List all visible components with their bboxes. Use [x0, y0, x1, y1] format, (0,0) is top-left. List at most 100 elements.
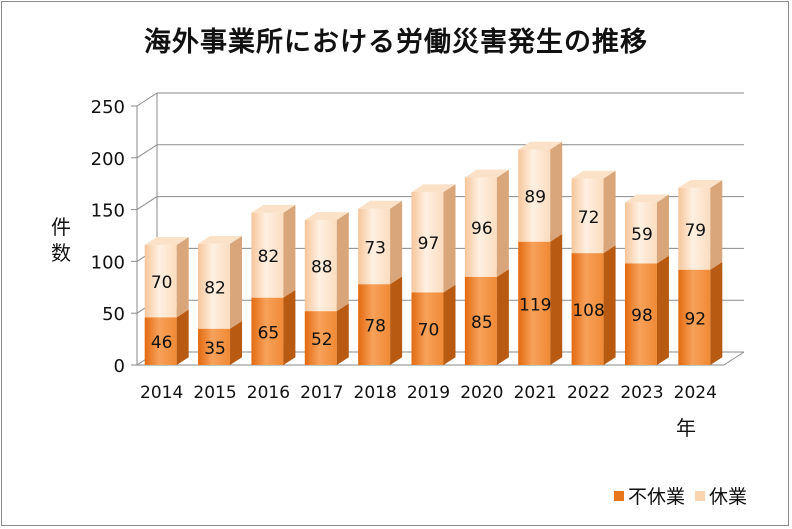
- bar-leave-side: [230, 235, 243, 329]
- y-tick-label: 100: [91, 252, 125, 273]
- data-label-leave: 70: [151, 273, 173, 293]
- x-tick-label: 2019: [407, 383, 450, 403]
- chart-title: 海外事業所における労働災害発生の推移: [144, 27, 648, 58]
- data-label-nonleave: 98: [631, 306, 653, 326]
- legend-label-nonleave: 不休業: [628, 486, 686, 508]
- bar-leave-side: [443, 184, 456, 293]
- legend-item-leave: 休業: [695, 482, 747, 509]
- bar-nonleave-front: [624, 263, 657, 365]
- bar-nonleave-front: [358, 284, 391, 365]
- bar-nonleave-front: [198, 328, 231, 365]
- bar-nonleave-side: [710, 261, 723, 365]
- data-label-leave: 82: [258, 247, 280, 267]
- gridline-side: [136, 92, 158, 107]
- bar-leave-side: [176, 237, 189, 318]
- bar-leave-front: [678, 187, 711, 270]
- bar-leave-front: [411, 191, 444, 293]
- legend-item-nonleave: 不休業: [614, 482, 685, 509]
- data-label-nonleave: 78: [364, 317, 386, 337]
- bar-nonleave-front: [251, 297, 284, 365]
- bar-leave-front: [144, 244, 177, 318]
- bar-nonleave-side: [336, 303, 349, 365]
- data-label-nonleave: 65: [258, 323, 280, 343]
- bar-leave-top: [358, 200, 403, 209]
- bar-nonleave-side: [550, 233, 563, 365]
- data-label-leave: 79: [684, 221, 706, 241]
- bar-leave-side: [656, 194, 669, 264]
- bar-leave-top: [304, 212, 349, 220]
- x-tick-label: 2022: [567, 383, 610, 403]
- y-tick-label: 0: [114, 356, 125, 377]
- x-tick-label: 2021: [514, 383, 557, 403]
- bar-leave-front: [518, 149, 551, 242]
- data-label-nonleave: 46: [151, 333, 173, 353]
- data-label-nonleave: 108: [572, 301, 604, 321]
- bar-leave-top: [144, 237, 189, 245]
- bar-leave-side: [496, 169, 509, 277]
- legend-swatch-leave: [695, 490, 706, 501]
- x-tick-label: 2014: [140, 383, 183, 403]
- bar-leave-top: [251, 204, 296, 213]
- bar-leave-side: [283, 204, 296, 298]
- bar-leave-top: [464, 169, 509, 178]
- y-tick-label: 150: [91, 201, 125, 222]
- y-axis-label: 件数: [48, 214, 74, 266]
- bar-leave-front: [198, 243, 231, 329]
- bar-leave-side: [336, 212, 349, 312]
- bar-leave-top: [571, 170, 616, 179]
- x-tick-label: 2024: [674, 383, 717, 403]
- bar-leave-top: [624, 194, 669, 203]
- data-label-nonleave: 119: [519, 295, 551, 315]
- data-label-leave: 59: [631, 225, 653, 245]
- bar-nonleave-front: [411, 292, 444, 365]
- x-tick-label: 2020: [460, 383, 503, 403]
- x-tick-label: 2018: [354, 383, 397, 403]
- bar-leave-front: [304, 219, 337, 312]
- bar-nonleave-side: [176, 309, 189, 365]
- data-label-leave: 82: [204, 278, 226, 298]
- legend-swatch-nonleave: [614, 490, 624, 501]
- legend-label-leave: 休業: [709, 486, 748, 508]
- bar-nonleave-side: [230, 320, 243, 365]
- data-label-leave: 73: [364, 238, 386, 258]
- bar-nonleave-front: [571, 253, 604, 365]
- bar-leave-top: [198, 235, 243, 244]
- bar-leave-side: [390, 200, 403, 285]
- data-label-leave: 89: [524, 188, 546, 208]
- bar-leave-top: [678, 180, 723, 188]
- labels-layer: 0 50 100 150 200 250 46 70 2014 35 82 2015 65 82 2016 5…: [91, 97, 717, 403]
- floor-right-edge: [723, 351, 745, 366]
- x-axis-label: 年: [676, 416, 696, 440]
- bar-nonleave-front: [518, 241, 551, 365]
- x-tick-label: 2023: [620, 383, 663, 403]
- bar-nonleave-side: [283, 289, 296, 365]
- bar-nonleave-side: [390, 276, 403, 365]
- x-tick-label: 2017: [300, 383, 343, 403]
- bar-leave-side: [603, 170, 616, 254]
- bar-nonleave-side: [603, 245, 616, 365]
- legend: 不休業 休業: [614, 482, 757, 509]
- bar-nonleave-front: [304, 311, 337, 365]
- bar-leave-front: [358, 208, 391, 285]
- bar-leave-front: [624, 202, 657, 264]
- data-label-leave: 97: [418, 234, 440, 254]
- bar-nonleave-front: [678, 269, 711, 365]
- gridline-side: [136, 196, 158, 211]
- bar-nonleave-side: [443, 284, 456, 365]
- x-tick-label: 2015: [193, 383, 236, 403]
- bar-leave-side: [710, 180, 723, 270]
- bar-leave-top: [518, 141, 563, 150]
- x-tick-label: 2016: [247, 383, 290, 403]
- bar-nonleave-front: [144, 317, 177, 365]
- data-label-nonleave: 52: [311, 330, 333, 350]
- y-tick-label: 200: [91, 149, 125, 170]
- bar-leave-front: [251, 212, 284, 298]
- data-label-nonleave: 92: [684, 309, 706, 329]
- data-label-nonleave: 35: [204, 339, 226, 359]
- bar-nonleave-side: [496, 269, 509, 365]
- data-label-leave: 88: [311, 258, 333, 278]
- data-label-nonleave: 70: [418, 321, 440, 341]
- bar-leave-top: [411, 184, 456, 192]
- y-axis-label-text: 件数: [51, 215, 71, 265]
